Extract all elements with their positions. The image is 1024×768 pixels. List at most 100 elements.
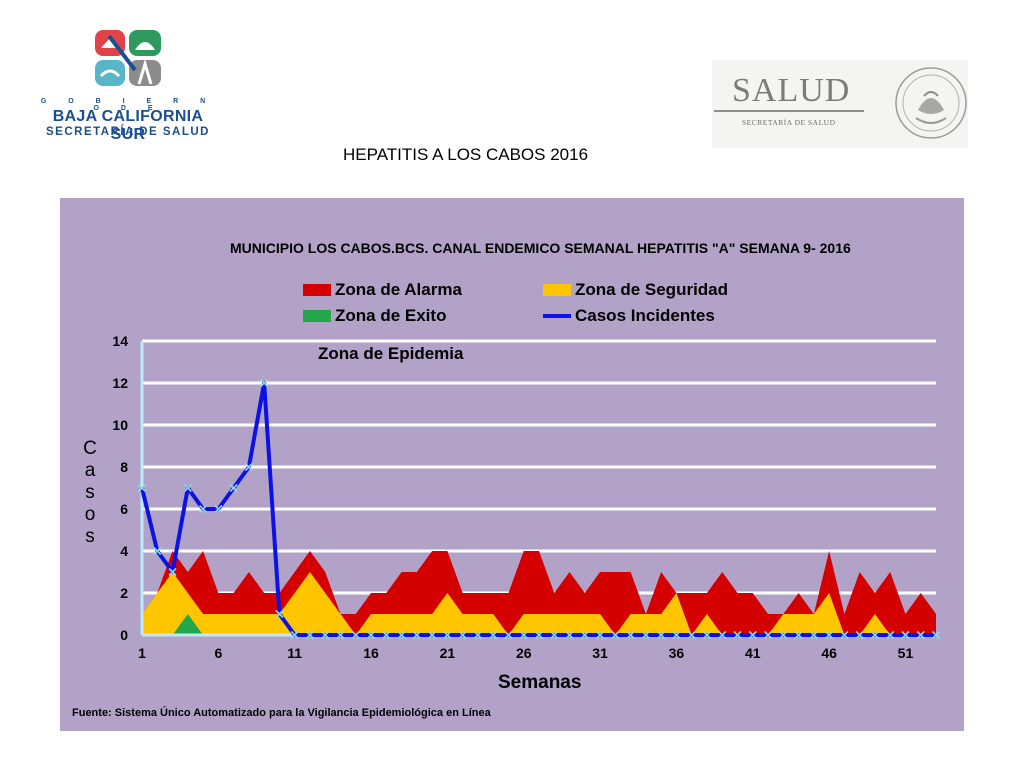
casos-point xyxy=(596,630,605,640)
casos-point xyxy=(855,630,864,640)
secretaria-label: SECRETARÍA DE SALUD xyxy=(46,126,210,138)
y-axis-label-letter: s xyxy=(85,482,95,503)
casos-point xyxy=(916,630,925,640)
y-tick-label: 10 xyxy=(112,417,128,433)
x-tick-label: 51 xyxy=(898,645,914,661)
source-note: Fuente: Sistema Único Automatizado para … xyxy=(72,707,491,719)
casos-point xyxy=(641,630,650,640)
x-tick-label: 16 xyxy=(363,645,379,661)
casos-point xyxy=(397,630,406,640)
casos-point xyxy=(443,630,452,640)
legend-zona-alarma: Zona de Alarma xyxy=(303,280,462,300)
salud-divider xyxy=(714,110,864,112)
casos-point xyxy=(137,483,147,493)
casos-point xyxy=(687,630,696,640)
casos-point xyxy=(672,630,681,640)
casos-point xyxy=(565,630,574,640)
casos-point xyxy=(794,630,803,640)
legend-swatch-seguridad xyxy=(543,284,571,296)
y-tick-label: 8 xyxy=(120,459,128,475)
casos-point xyxy=(260,378,269,388)
casos-point xyxy=(657,630,666,640)
casos-point xyxy=(733,630,742,640)
gobierno-label: G O B I E R N O D E xyxy=(40,98,216,112)
casos-point xyxy=(336,630,345,640)
casos-point xyxy=(931,630,941,640)
x-tick-label: 26 xyxy=(516,645,532,661)
y-tick-label: 14 xyxy=(112,333,128,349)
x-tick-label: 6 xyxy=(214,645,222,661)
casos-point xyxy=(504,630,513,640)
salud-wordmark: SALUD xyxy=(732,72,851,109)
casos-point xyxy=(550,630,559,640)
casos-point xyxy=(275,609,284,619)
casos-point xyxy=(763,630,773,640)
casos-point xyxy=(183,483,192,493)
x-tick-label: 41 xyxy=(745,645,761,661)
casos-point xyxy=(351,630,360,640)
x-axis-label: Semanas xyxy=(498,672,582,693)
casos-point xyxy=(214,504,223,514)
casos-point xyxy=(519,630,528,640)
national-seal-icon xyxy=(895,67,967,139)
casos-point xyxy=(779,630,788,640)
casos-point xyxy=(702,630,712,640)
casos-point xyxy=(718,630,727,640)
salud-logo: SALUD SECRETARÍA DE SALUD xyxy=(712,60,968,148)
legend-zona-exito: Zona de Exito xyxy=(303,306,446,326)
x-tick-label: 1 xyxy=(138,645,146,661)
legend-zona-seguridad: Zona de Seguridad xyxy=(543,280,728,300)
casos-point xyxy=(244,462,253,472)
y-axis-label-letter: C xyxy=(83,438,97,459)
casos-point xyxy=(153,546,162,556)
x-tick-label: 21 xyxy=(440,645,456,661)
casos-point xyxy=(626,630,635,640)
y-tick-label: 12 xyxy=(112,375,128,391)
chart-title: MUNICIPIO LOS CABOS.BCS. CANAL ENDEMICO … xyxy=(230,240,851,256)
y-axis-label-letter: a xyxy=(84,460,96,481)
casos-point xyxy=(382,630,391,640)
casos-point xyxy=(290,630,299,640)
casos-point xyxy=(611,630,620,640)
casos-point xyxy=(428,630,437,640)
casos-point xyxy=(580,630,589,640)
casos-point xyxy=(901,630,910,640)
legend-swatch-alarma xyxy=(303,284,331,296)
casos-point xyxy=(366,630,376,640)
chart-panel: 0 2 4 6 8 10 12 14 1 6 11 16 21 26 31 36 41 46 51 MUNICIPI… xyxy=(60,198,964,731)
bcs-government-logo: G O B I E R N O D E BAJA CALIFORNIA SUR … xyxy=(40,28,220,143)
casos-point xyxy=(534,630,544,640)
area-zona-de-seguridad xyxy=(142,572,936,635)
legend-label-alarma: Zona de Alarma xyxy=(335,280,462,299)
x-tick-label: 11 xyxy=(287,645,302,661)
casos-point xyxy=(229,483,238,493)
legend-label-exito: Zona de Exito xyxy=(335,306,447,325)
casos-point xyxy=(870,630,879,640)
casos-point xyxy=(412,630,421,640)
casos-point xyxy=(886,630,895,640)
epidemic-zone-label: Zona de Epidemia xyxy=(318,344,464,363)
y-axis-label-letter: s xyxy=(85,526,95,547)
legend-label-seguridad: Zona de Seguridad xyxy=(575,280,729,299)
casos-point xyxy=(840,630,849,640)
bcs-emblem-icon xyxy=(95,30,161,86)
casos-point xyxy=(748,630,757,640)
legend-swatch-exito xyxy=(303,310,331,322)
casos-point xyxy=(305,630,315,640)
y-axis-label-letter: o xyxy=(84,504,96,525)
casos-point xyxy=(199,504,208,514)
casos-point xyxy=(489,630,498,640)
salud-subtitle: SECRETARÍA DE SALUD xyxy=(742,118,836,127)
page-title: HEPATITIS A LOS CABOS 2016 xyxy=(343,145,589,164)
casos-point xyxy=(321,630,330,640)
state-name: BAJA CALIFORNIA SUR xyxy=(52,108,204,143)
casos-point xyxy=(458,630,467,640)
y-tick-label: 0 xyxy=(120,627,128,643)
y-tick-label: 4 xyxy=(120,543,128,559)
legend-label-casos: Casos Incidentes xyxy=(575,306,715,325)
casos-point xyxy=(809,630,818,640)
legend-swatch-casos xyxy=(543,310,571,322)
casos-point xyxy=(473,630,482,640)
